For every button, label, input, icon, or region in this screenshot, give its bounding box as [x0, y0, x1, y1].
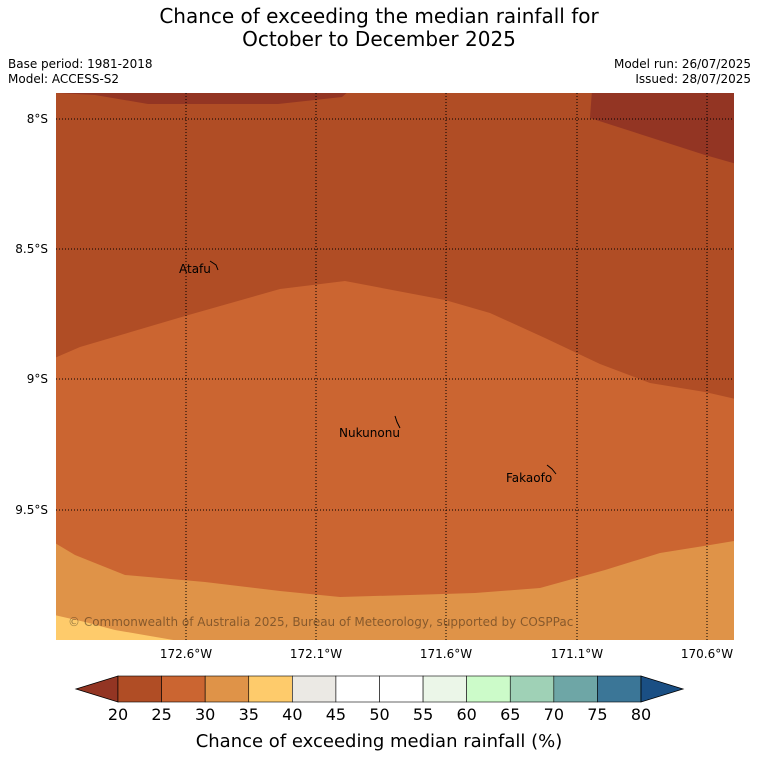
colorbar-cell-55-60: [422, 675, 467, 703]
colorbar-tick-80: 80: [631, 705, 651, 724]
axis-labels: 8°S 8.5°S 9°S 9.5°S 172.6°W 172.1°W 171.…: [15, 112, 733, 661]
colorbar-cells: [117, 675, 642, 703]
lat-label-8s: 8°S: [27, 112, 48, 126]
colorbar-cell-50-55: [379, 675, 424, 703]
colorbar-tick-55: 55: [413, 705, 433, 724]
colorbar-cell-35-40: [248, 675, 293, 703]
colorbar-cell-65-70: [509, 675, 555, 703]
colorbar-cell-40-45: [292, 675, 337, 703]
lat-label-9-5s: 9.5°S: [15, 503, 48, 517]
graticule: [56, 93, 734, 640]
model-run: Model run: 26/07/2025: [613, 57, 751, 71]
lon-label-171-6w: 171.6°W: [420, 647, 472, 661]
colorbar-title: Chance of exceeding median rainfall (%): [196, 731, 563, 752]
title-line-2: October to December 2025: [242, 27, 516, 51]
lon-label-172-1w: 172.1°W: [290, 647, 342, 661]
map-title: Chance of exceeding the median rainfall …: [0, 5, 758, 51]
colorbar-tick-45: 45: [326, 705, 346, 724]
lon-label-171-1w: 171.1°W: [551, 647, 603, 661]
place-label-fakaofo: Fakaofo: [506, 471, 552, 485]
colorbar-tick-65: 65: [500, 705, 520, 724]
lat-label-8-5s: 8.5°S: [15, 242, 48, 256]
lon-label-172-6w: 172.6°W: [160, 647, 212, 661]
fakaofo-outline: [546, 464, 557, 475]
base-period: Base period: 1981-2018: [8, 57, 153, 71]
nukunonu-outline: [394, 415, 401, 429]
colorbar-cell-70-75: [553, 675, 598, 703]
place-label-atafu: Atafu: [179, 262, 211, 276]
colorbar-cell-75-80: [597, 675, 642, 703]
colorbar-tick-50: 50: [369, 705, 389, 724]
model-name: Model: ACCESS-S2: [8, 72, 120, 86]
colorbar-tick-labels: 20 25 30 35 40 45 50 55 60 65 70 75 80: [108, 705, 651, 724]
band-40-45: [56, 615, 174, 640]
colorbar-cell-30-35: [204, 675, 250, 703]
place-label-nukunonu: Nukunonu: [339, 426, 400, 440]
band-20-25-north: [56, 93, 347, 104]
run-info: Model run: 26/07/2025 Issued: 28/07/2025: [614, 57, 751, 87]
colorbar-tick-40: 40: [282, 705, 302, 724]
issued-date: Issued: 28/07/2025: [635, 72, 751, 86]
colorbar-tick-30: 30: [195, 705, 215, 724]
band-35-40: [56, 541, 734, 640]
colorbar-tick-70: 70: [544, 705, 564, 724]
colorbar-tick-20: 20: [108, 705, 128, 724]
colorbar-cell-20-25: [117, 675, 162, 703]
atolls: [209, 260, 557, 475]
colorbar-tick-25: 25: [151, 705, 171, 724]
colorbar-high-arrow: [640, 675, 685, 703]
colorbar-tick-35: 35: [239, 705, 259, 724]
colorbar: 20 25 30 35 40 45 50 55 60 65 70 75 80 Chance of exc…: [74, 675, 685, 752]
colorbar-low-arrow: [74, 675, 119, 703]
title-line-1: Chance of exceeding the median rainfall …: [159, 4, 599, 28]
rainfall-map: Atafu Nukunonu Fakaofo © Commonwealth of…: [56, 93, 734, 640]
colorbar-cell-60-65: [466, 675, 511, 703]
lon-label-170-6w: 170.6°W: [681, 647, 733, 661]
band-30-35: [56, 281, 734, 640]
model-info: Base period: 1981-2018 Model: ACCESS-S2: [8, 57, 153, 87]
colorbar-tick-75: 75: [587, 705, 607, 724]
band-20-25-east: [590, 93, 734, 164]
lat-label-9s: 9°S: [27, 372, 48, 386]
colorbar-cell-45-50: [335, 675, 380, 703]
colorbar-cell-25-30: [161, 675, 206, 703]
colorbar-tick-60: 60: [456, 705, 476, 724]
atafu-outline: [209, 260, 219, 271]
copyright-notice: © Commonwealth of Australia 2025, Bureau…: [68, 615, 573, 629]
